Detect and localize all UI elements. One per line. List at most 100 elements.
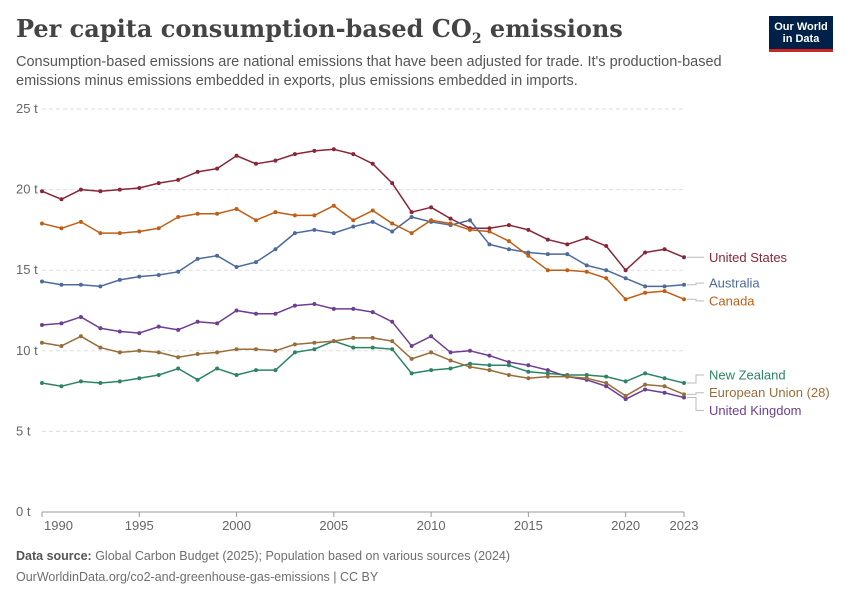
data-point-united-kingdom: [273, 311, 278, 316]
data-point-new-zealand: [312, 347, 317, 352]
data-point-european-union-28: [292, 342, 297, 347]
data-point-united-kingdom: [448, 350, 453, 355]
data-point-united-states: [215, 166, 220, 171]
data-point-united-kingdom: [643, 387, 648, 392]
data-point-australia: [59, 282, 64, 287]
data-point-united-kingdom: [331, 306, 336, 311]
data-point-canada: [682, 297, 686, 302]
data-point-new-zealand: [623, 379, 628, 384]
data-point-australia: [604, 268, 609, 273]
data-point-new-zealand: [468, 361, 472, 366]
data-point-new-zealand: [156, 372, 161, 377]
y-tick-label: 15 t: [16, 262, 38, 277]
y-tick-label: 5 t: [16, 423, 31, 438]
data-point-european-union-28: [117, 350, 122, 355]
data-point-australia: [254, 260, 258, 265]
data-point-european-union-28: [215, 350, 220, 355]
data-point-australia: [565, 252, 570, 257]
data-point-new-zealand: [215, 366, 220, 371]
data-point-united-kingdom: [234, 308, 239, 313]
data-point-european-union-28: [331, 339, 336, 344]
data-point-australia: [643, 284, 648, 289]
data-point-united-states: [565, 242, 570, 247]
data-point-european-union-28: [643, 382, 648, 387]
data-point-united-states: [409, 210, 414, 215]
owid-logo[interactable]: Our World in Data: [769, 16, 833, 52]
data-point-new-zealand: [98, 381, 103, 386]
data-point-united-kingdom: [59, 321, 64, 326]
data-point-canada: [254, 218, 258, 223]
data-point-united-kingdom: [487, 353, 492, 358]
data-point-united-kingdom: [662, 390, 667, 395]
data-point-new-zealand: [506, 363, 511, 368]
data-point-united-kingdom: [390, 319, 395, 324]
series-line-united-kingdom: [41, 303, 685, 400]
x-tick-label: 2005: [319, 518, 348, 533]
connector-european-union-28: [687, 392, 704, 395]
data-point-united-states: [662, 247, 667, 252]
data-point-european-union-28: [312, 340, 317, 345]
data-point-european-union-28: [409, 356, 414, 361]
data-point-united-kingdom: [370, 310, 375, 315]
data-point-united-states: [584, 235, 589, 240]
data-point-united-states: [643, 250, 648, 255]
data-point-european-union-28: [40, 340, 44, 345]
data-point-new-zealand: [604, 374, 609, 379]
x-tick-label: 2023: [670, 518, 699, 533]
data-point-canada: [117, 231, 122, 236]
data-point-canada: [429, 218, 434, 223]
data-point-united-states: [370, 161, 375, 166]
data-point-united-kingdom: [604, 384, 609, 389]
data-point-european-union-28: [390, 339, 395, 344]
x-tick-label: 2000: [222, 518, 251, 533]
data-point-european-union-28: [506, 372, 511, 377]
data-point-australia: [234, 264, 239, 269]
data-point-new-zealand: [137, 376, 142, 381]
source-url[interactable]: OurWorldinData.org/co2-and-greenhouse-ga…: [16, 570, 379, 584]
data-point-canada: [506, 239, 511, 244]
data-point-european-union-28: [351, 335, 356, 340]
data-point-australia: [40, 279, 44, 284]
x-tick-label: 2015: [514, 518, 543, 533]
data-point-australia: [156, 273, 161, 278]
data-point-australia: [682, 282, 686, 287]
data-point-united-kingdom: [195, 319, 200, 324]
data-point-european-union-28: [156, 350, 161, 355]
series-line-united-states: [41, 148, 685, 271]
series-line-european-union-28: [41, 335, 685, 397]
data-point-european-union-28: [487, 368, 492, 373]
data-point-european-union-28: [526, 376, 531, 381]
data-point-australia: [351, 224, 356, 229]
data-point-australia: [468, 218, 472, 223]
data-point-european-union-28: [448, 358, 453, 363]
data-point-new-zealand: [643, 371, 648, 376]
data-point-new-zealand: [78, 379, 83, 384]
data-point-united-states: [234, 153, 239, 158]
y-tick-label: 25 t: [16, 101, 38, 116]
data-point-united-states: [390, 181, 395, 186]
data-point-united-states: [506, 223, 511, 228]
data-point-european-union-28: [468, 364, 472, 369]
data-point-australia: [292, 231, 297, 236]
data-point-new-zealand: [351, 345, 356, 350]
data-point-united-states: [117, 187, 122, 192]
data-point-new-zealand: [526, 369, 531, 374]
data-point-canada: [156, 226, 161, 231]
data-point-canada: [370, 208, 375, 213]
data-point-united-kingdom: [254, 311, 258, 316]
data-point-canada: [273, 210, 278, 215]
data-point-canada: [487, 229, 492, 234]
data-point-united-kingdom: [545, 368, 550, 373]
data-point-european-union-28: [78, 334, 83, 339]
y-tick-label: 20 t: [16, 182, 38, 197]
data-point-united-kingdom: [156, 324, 161, 329]
data-point-canada: [331, 203, 336, 208]
connector-canada: [687, 298, 704, 302]
source-label: Data source:: [16, 549, 92, 563]
connector-australia: [687, 282, 704, 286]
data-point-united-states: [331, 147, 336, 152]
data-point-united-kingdom: [351, 306, 356, 311]
data-point-united-states: [623, 268, 628, 273]
data-point-australia: [176, 269, 181, 274]
series-lines: [40, 147, 686, 402]
